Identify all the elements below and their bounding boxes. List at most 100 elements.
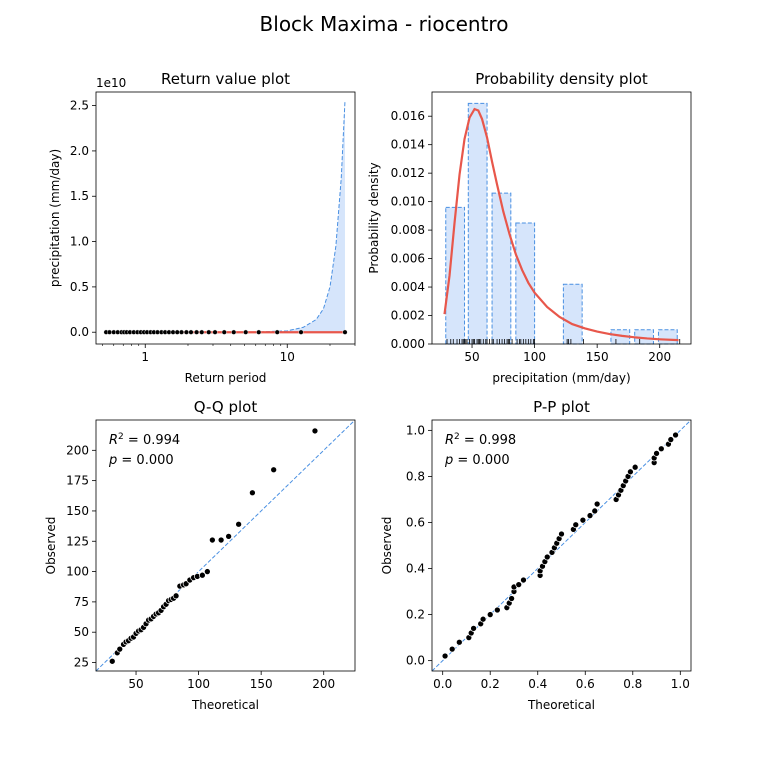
return-data-point xyxy=(243,329,249,335)
scatter-point xyxy=(311,427,319,435)
y-tick-label: 200 xyxy=(66,443,89,457)
x-axis-label: precipitation (mm/day) xyxy=(492,371,630,385)
scatter-point xyxy=(235,520,242,528)
return-data-point xyxy=(206,329,212,335)
y-tick-label: 0.006 xyxy=(391,252,425,266)
y-tick-label: 75 xyxy=(74,595,89,609)
y-tick-label: 2.0 xyxy=(70,144,89,158)
return-data-point xyxy=(178,329,184,335)
x-tick-label: 1 xyxy=(141,350,149,364)
scatter-point xyxy=(591,507,599,515)
return-data-point xyxy=(342,329,348,335)
y-tick-label: 0.8 xyxy=(406,469,425,483)
x-tick-label: 50 xyxy=(464,350,479,364)
scatter-point xyxy=(520,576,527,584)
y-axis-label: precipitation (mm/day) xyxy=(48,149,62,287)
scatter-point xyxy=(558,530,565,538)
scatter-point xyxy=(172,592,180,600)
scatter-point xyxy=(515,581,523,588)
scatter-point xyxy=(108,657,116,665)
r-squared-annotation: R2 = 0.998 xyxy=(445,432,516,448)
y-tick-label: 175 xyxy=(66,474,89,488)
axes-title: P-P plot xyxy=(533,398,590,416)
return-data-point xyxy=(183,329,189,335)
y-tick-label: 1.5 xyxy=(70,189,89,203)
y-tick-label: 0.004 xyxy=(391,280,425,294)
y-tick-label: 0.6 xyxy=(406,515,425,529)
scatter-point xyxy=(631,463,639,471)
histogram-bar xyxy=(491,192,512,345)
x-tick-label: 0.4 xyxy=(528,677,547,691)
scatter-point xyxy=(479,615,487,623)
y-tick-label: 150 xyxy=(66,504,89,518)
scatter-point xyxy=(116,645,124,653)
axes-title: Probability density plot xyxy=(475,70,648,88)
axes-title: Return value plot xyxy=(161,70,290,88)
axes-frame xyxy=(95,91,356,345)
y-tick-label: 0.000 xyxy=(391,337,425,351)
y-tick-label: 0.4 xyxy=(406,562,425,576)
scatter-point xyxy=(225,533,232,540)
y-offset-label: 1e10 xyxy=(96,76,126,90)
return-data-point xyxy=(170,329,176,335)
x-tick-label: 50 xyxy=(128,677,143,691)
return-data-point xyxy=(106,329,112,335)
scatter-point xyxy=(486,611,494,618)
x-tick-label: 200 xyxy=(648,350,671,364)
histogram-bar xyxy=(467,102,488,345)
scatter-point xyxy=(586,512,594,519)
y-tick-label: 125 xyxy=(66,534,89,548)
scatter-point xyxy=(593,500,601,508)
return-data-point xyxy=(194,329,200,335)
scatter-point xyxy=(470,625,477,632)
axes-frame xyxy=(95,419,356,672)
x-tick-label: 0.6 xyxy=(576,677,595,691)
y-tick-label: 0.008 xyxy=(391,223,425,237)
scatter-point xyxy=(657,445,665,453)
figure-title: Block Maxima - riocentro xyxy=(260,12,509,36)
scatter-point xyxy=(199,571,206,579)
y-axis-label: Observed xyxy=(380,517,394,575)
y-tick-label: 0.0 xyxy=(406,654,425,668)
histogram-bar xyxy=(657,329,678,345)
x-tick-label: 0.8 xyxy=(623,677,642,691)
x-axis-label: Return period xyxy=(185,371,267,385)
axes-frame xyxy=(431,419,692,672)
y-tick-label: 50 xyxy=(74,625,89,639)
pp-plot: P-P plot 0.0 0.2 0.4 0.6 0.8 1.0 0.0 0.2 0.4 0.6 0.… xyxy=(380,398,692,712)
return-data-point xyxy=(199,329,205,335)
scatter-point xyxy=(667,436,675,443)
return-data-point xyxy=(231,329,237,335)
histogram-bar xyxy=(562,283,583,345)
scatter-point xyxy=(493,606,501,614)
y-tick-label: 0.010 xyxy=(391,195,425,209)
scatter-point xyxy=(249,489,256,497)
p-value-annotation: p = 0.000 xyxy=(108,453,174,468)
probability-density-plot: Probability density plot 50 100 150 200 0.000… xyxy=(367,70,692,385)
return-data-point xyxy=(188,329,194,335)
p-value-annotation: p = 0.000 xyxy=(444,453,510,468)
x-axis-label: Theoretical xyxy=(527,698,595,712)
scatter-point xyxy=(579,516,587,524)
y-axis-label: Probability density xyxy=(367,162,381,273)
return-data-point xyxy=(256,329,262,335)
x-tick-label: 0.2 xyxy=(481,677,500,691)
y-tick-label: 0.2 xyxy=(406,608,425,622)
y-tick-label: 0.5 xyxy=(70,280,89,294)
scatter-point xyxy=(653,450,660,457)
y-tick-label: 1.0 xyxy=(70,235,89,249)
qq-plot: Q-Q plot 50 100 150 200 25 50 75 100 125 150 175 200… xyxy=(44,398,356,712)
return-data-point xyxy=(212,329,218,335)
scatter-point xyxy=(217,536,225,544)
return-data-point xyxy=(174,329,180,335)
return-data-point xyxy=(221,329,227,335)
x-axis-label: Theoretical xyxy=(191,698,259,712)
scatter-point xyxy=(672,431,679,439)
y-tick-label: 0.002 xyxy=(391,309,425,323)
x-tick-label: 10 xyxy=(280,350,295,364)
x-tick-label: 100 xyxy=(187,677,210,691)
x-tick-label: 1.0 xyxy=(671,677,690,691)
scatter-point xyxy=(204,568,211,575)
x-tick-label: 100 xyxy=(523,350,546,364)
